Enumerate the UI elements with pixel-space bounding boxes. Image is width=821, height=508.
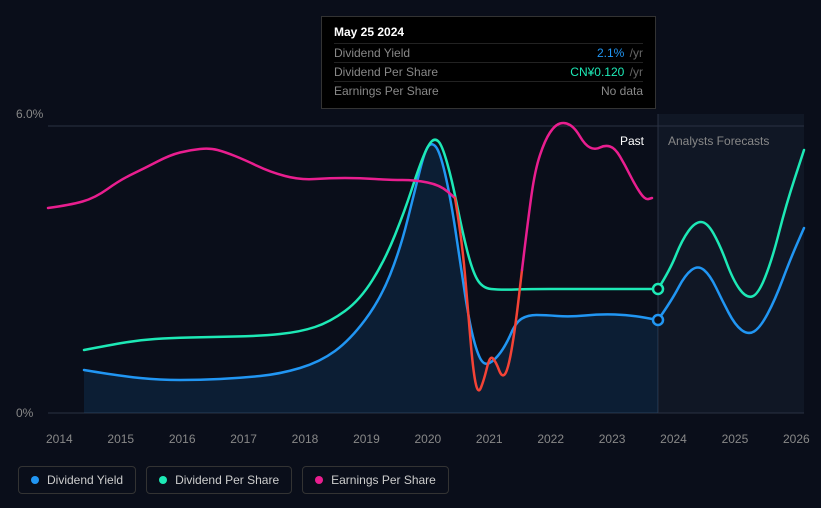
x-axis-year-label: 2021 [476, 432, 503, 446]
tooltip-row-unit: /yr [626, 46, 643, 60]
x-axis-year-label: 2022 [537, 432, 564, 446]
x-axis-year-label: 2019 [353, 432, 380, 446]
legend-dot-icon [315, 476, 323, 484]
x-axis-year-label: 2020 [415, 432, 442, 446]
tooltip-row: Dividend Per Share CN¥0.120 /yr [334, 62, 643, 81]
tooltip-row-label: Earnings Per Share [334, 84, 439, 98]
legend-dot-icon [31, 476, 39, 484]
legend-item-label: Earnings Per Share [331, 473, 436, 487]
x-axis-year-label: 2014 [46, 432, 73, 446]
tooltip-row: Dividend Yield 2.1% /yr [334, 43, 643, 62]
chart-tooltip: May 25 2024 Dividend Yield2.1% /yrDivide… [321, 16, 656, 109]
x-axis-year-label: 2016 [169, 432, 196, 446]
legend-item[interactable]: Dividend Yield [18, 466, 136, 494]
tooltip-date: May 25 2024 [334, 25, 643, 39]
tooltip-row-label: Dividend Yield [334, 46, 410, 60]
legend-item-label: Dividend Per Share [175, 473, 279, 487]
legend-item-label: Dividend Yield [47, 473, 123, 487]
tooltip-row-value: CN¥0.120 /yr [570, 65, 643, 79]
tooltip-row-value: No data [601, 84, 643, 98]
x-axis-year-label: 2015 [107, 432, 134, 446]
x-axis-year-label: 2018 [292, 432, 319, 446]
legend-dot-icon [159, 476, 167, 484]
x-axis-year-label: 2023 [599, 432, 626, 446]
tooltip-row-value: 2.1% /yr [597, 46, 643, 60]
x-axis-year-label: 2026 [783, 432, 810, 446]
region-label-past: Past [620, 134, 644, 148]
legend-item[interactable]: Dividend Per Share [146, 466, 292, 494]
region-label-forecast: Analysts Forecasts [668, 134, 769, 148]
tooltip-row-label: Dividend Per Share [334, 65, 438, 79]
legend-item[interactable]: Earnings Per Share [302, 466, 449, 494]
tooltip-row: Earnings Per Share No data [334, 81, 643, 100]
chart-legend: Dividend Yield Dividend Per Share Earnings… [18, 466, 449, 494]
dividend-chart: 6.0% 0% 2014 2015 2016 2017 2018 2019 2020 2021… [0, 0, 821, 508]
x-axis-year-label: 2024 [660, 432, 687, 446]
x-axis-year-label: 2025 [722, 432, 749, 446]
y-axis-min-label: 0% [16, 406, 33, 420]
tooltip-row-unit: /yr [626, 65, 643, 79]
y-axis-max-label: 6.0% [16, 107, 43, 121]
x-axis-year-label: 2017 [230, 432, 257, 446]
